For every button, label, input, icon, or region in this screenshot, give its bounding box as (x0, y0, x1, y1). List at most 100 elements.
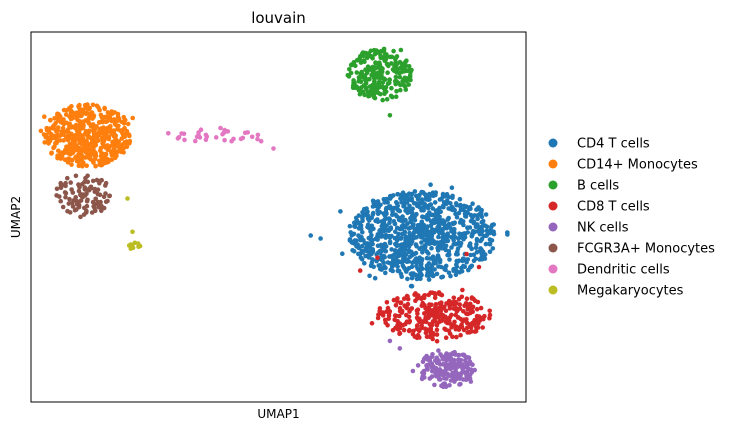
data-point-series-0 (461, 203, 467, 209)
data-point-series-3 (447, 300, 453, 306)
x-axis-label: UMAP1 (257, 407, 299, 421)
data-point-series-3 (449, 312, 454, 318)
data-point-series-2 (367, 76, 372, 82)
data-point-series-1 (90, 128, 96, 133)
data-point-series-0 (431, 258, 436, 263)
data-point-series-4 (447, 383, 452, 388)
data-point-series-0 (367, 273, 372, 279)
data-point-series-1 (42, 140, 47, 145)
data-point-series-5 (76, 188, 82, 194)
data-point-series-3 (384, 300, 390, 305)
data-point-series-0 (454, 214, 460, 220)
data-point-series-1 (96, 132, 102, 138)
data-point-series-4 (459, 370, 464, 376)
data-point-series-1 (113, 137, 119, 142)
data-point-series-0 (452, 234, 458, 240)
data-point-series-0 (379, 219, 384, 224)
data-point-series-0 (419, 223, 425, 228)
data-point-series-0 (489, 238, 495, 243)
data-point-series-1 (73, 126, 78, 131)
data-point-series-5 (67, 210, 73, 215)
data-point-series-1 (48, 117, 53, 123)
data-point-series-1 (92, 156, 98, 161)
data-point-series-3 (409, 306, 415, 311)
data-point-series-3 (404, 305, 410, 311)
data-point-series-7 (125, 196, 130, 201)
data-point-series-0 (402, 231, 407, 237)
data-point-series-2 (371, 95, 377, 100)
data-point-series-1 (91, 160, 96, 165)
data-point-series-1 (79, 113, 84, 119)
data-point-series-0 (419, 235, 425, 240)
data-point-series-0 (443, 238, 448, 244)
data-point-series-4 (451, 357, 457, 363)
data-point-series-1 (70, 143, 76, 149)
data-point-series-1 (75, 117, 80, 123)
data-point-series-3 (465, 325, 470, 331)
data-point-series-0 (455, 259, 460, 265)
data-point-series-1 (101, 136, 106, 142)
data-point-series-0 (424, 225, 430, 231)
data-point-series-2 (372, 88, 378, 94)
legend-marker (548, 285, 558, 295)
data-point-series-2 (378, 48, 384, 54)
data-point-series-3 (464, 317, 469, 322)
legend-marker (548, 138, 558, 148)
data-point-series-0 (404, 195, 410, 201)
data-point-series-0 (479, 211, 484, 216)
data-point-series-4 (462, 353, 467, 359)
data-point-series-3 (419, 323, 425, 329)
data-point-series-1 (63, 112, 69, 117)
data-point-series-4 (472, 367, 478, 373)
data-point-series-1 (106, 134, 112, 140)
data-point-series-0 (435, 248, 441, 253)
data-point-series-0 (484, 224, 490, 229)
data-point-series-0 (424, 239, 429, 245)
data-point-series-6 (218, 125, 223, 131)
data-point-series-0 (436, 229, 441, 234)
data-point-series-5 (92, 189, 98, 194)
data-point-series-2 (358, 79, 364, 85)
data-point-series-0 (383, 227, 389, 232)
data-point-series-0 (369, 240, 374, 245)
data-point-series-0 (384, 196, 389, 202)
data-point-series-2 (387, 113, 393, 118)
data-point-series-5 (97, 201, 102, 207)
data-point-series-5 (84, 203, 90, 209)
data-point-series-2 (393, 94, 399, 99)
data-point-series-6 (271, 146, 276, 151)
data-point-series-1 (56, 148, 61, 154)
data-point-series-0 (429, 245, 434, 251)
data-point-series-0 (428, 182, 433, 187)
data-point-series-6 (193, 138, 198, 144)
data-point-series-0 (424, 263, 430, 269)
data-point-series-1 (86, 111, 92, 117)
data-point-series-3 (470, 304, 476, 310)
data-point-series-3 (451, 322, 456, 328)
data-point-series-3 (423, 330, 429, 336)
data-point-series-0 (417, 272, 423, 278)
data-point-series-4 (439, 354, 445, 359)
data-point-series-1 (107, 117, 112, 122)
data-point-series-1 (53, 135, 58, 141)
data-point-series-4 (456, 373, 461, 379)
data-point-series-3 (451, 295, 457, 301)
data-point-series-0 (308, 233, 314, 238)
data-point-series-2 (389, 85, 394, 91)
data-point-series-0 (461, 222, 466, 228)
data-point-series-0 (452, 226, 457, 232)
data-point-series-0 (465, 225, 470, 230)
data-point-series-0 (414, 225, 420, 231)
data-point-series-5 (70, 200, 75, 206)
data-point-series-2 (368, 88, 373, 94)
data-point-series-0 (458, 207, 464, 213)
data-point-series-0 (453, 201, 459, 206)
data-point-series-2 (380, 84, 385, 89)
data-point-series-2 (384, 97, 390, 102)
data-point-series-1 (60, 125, 66, 131)
data-point-series-3 (456, 315, 461, 320)
data-point-series-0 (432, 267, 437, 272)
data-point-series-0 (450, 207, 455, 213)
data-point-series-0 (406, 226, 412, 231)
data-point-series-0 (383, 244, 389, 249)
